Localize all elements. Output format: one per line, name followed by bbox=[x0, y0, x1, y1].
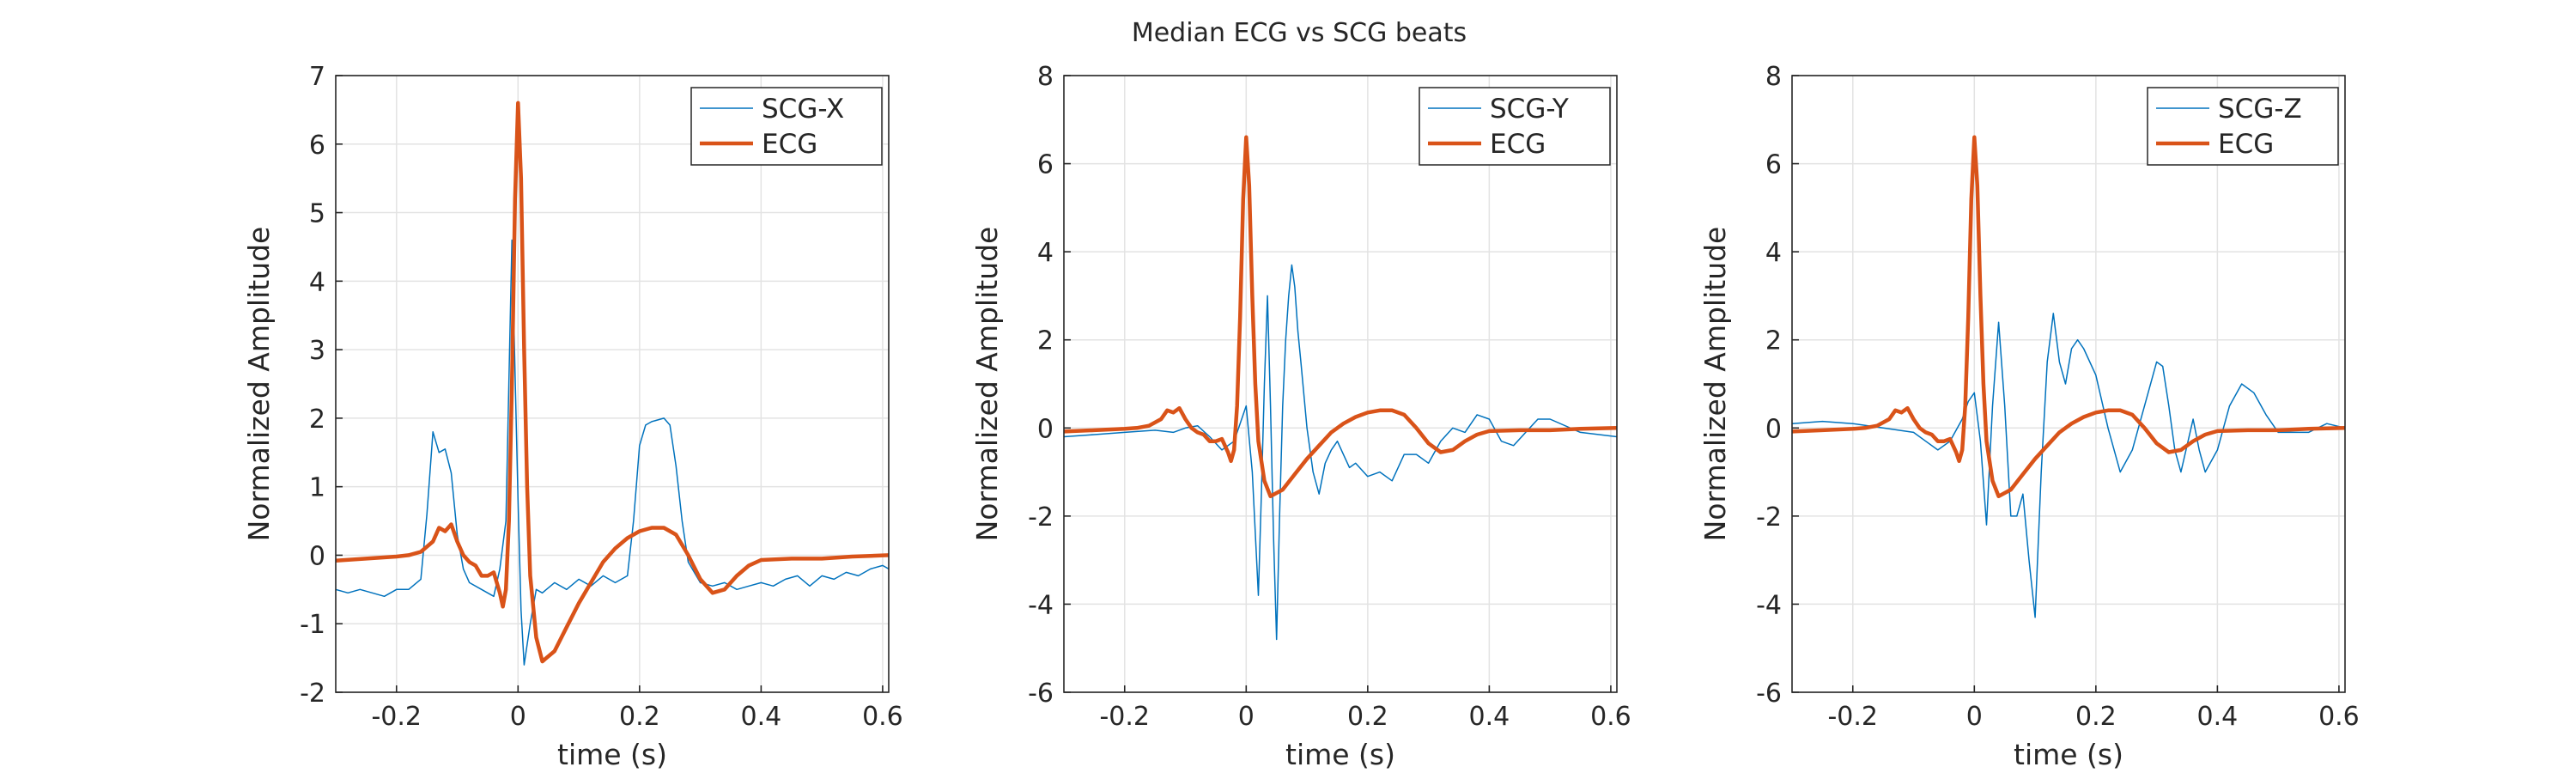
y-tick-label: 7 bbox=[309, 62, 325, 92]
legend-entry: SCG-Y bbox=[1490, 94, 1569, 125]
y-tick-label: 0 bbox=[1037, 414, 1054, 444]
subplot-1: -0.2 0 0.2 0.4 0.6 -2 -1 0 1 2 3 4 5 6 7 time (s) Normal… bbox=[242, 62, 903, 771]
legend-box bbox=[1419, 87, 1611, 166]
y-tick-label: 1 bbox=[309, 473, 325, 503]
y-tick-label: -4 bbox=[1756, 590, 1782, 620]
y-tick-label: -2 bbox=[300, 679, 325, 709]
legend: SCG-Y ECG bbox=[1419, 87, 1611, 166]
x-tick-label: -0.2 bbox=[1099, 702, 1150, 732]
x-tick-label: 0.2 bbox=[1347, 702, 1388, 732]
x-axis-label: time (s) bbox=[2014, 738, 2123, 771]
x-tick-label: 0.2 bbox=[2075, 702, 2117, 732]
axes-box bbox=[1063, 75, 1618, 693]
x-tick-label: 0 bbox=[510, 702, 526, 732]
y-tick-label: 6 bbox=[1037, 150, 1054, 180]
x-tick-label: 0 bbox=[1238, 702, 1255, 732]
figure-title: Median ECG vs SCG beats bbox=[1132, 18, 1467, 48]
y-tick-label: 6 bbox=[309, 131, 325, 161]
y-tick-label: -2 bbox=[1028, 502, 1054, 533]
x-axis-label: time (s) bbox=[557, 738, 667, 771]
legend-entry: SCG-X bbox=[762, 94, 844, 125]
legend: SCG-Z ECG bbox=[2147, 87, 2339, 166]
plot-area bbox=[1064, 76, 1617, 692]
series-group bbox=[1064, 135, 1617, 641]
series-line-ecg bbox=[1792, 135, 2345, 499]
legend-entry: ECG bbox=[1490, 129, 1546, 160]
y-tick-label: 4 bbox=[1037, 238, 1054, 268]
subplot-2: -0.2 0 0.2 0.4 0.6 -6 -4 -2 0 2 4 6 8 time (s) Normali… bbox=[970, 62, 1631, 771]
y-tick-label: -4 bbox=[1028, 590, 1054, 620]
y-tick-label: 8 bbox=[1765, 62, 1782, 92]
legend-entry: ECG bbox=[762, 129, 817, 160]
subplot-grid: -0.2 0 0.2 0.4 0.6 -2 -1 0 1 2 3 4 5 6 7 time (s) Normal… bbox=[242, 62, 2360, 771]
y-tick-label: 6 bbox=[1765, 150, 1782, 180]
series-group bbox=[336, 100, 889, 666]
y-tick-label: -6 bbox=[1028, 679, 1054, 709]
legend-entry: ECG bbox=[2218, 129, 2274, 160]
y-tick-label: 2 bbox=[309, 405, 325, 435]
subplot-3: -0.2 0 0.2 0.4 0.6 -6 -4 -2 0 2 4 6 8 time (s) Normali… bbox=[1698, 62, 2360, 771]
y-tick-label: 8 bbox=[1037, 62, 1054, 92]
x-tick-label: 0 bbox=[1966, 702, 1983, 732]
axes-box bbox=[1791, 75, 2346, 693]
axes-box bbox=[335, 75, 890, 693]
series-line-scg-y bbox=[1064, 264, 1617, 641]
series-group bbox=[1792, 135, 2345, 618]
x-tick-label: 0.6 bbox=[1590, 702, 1631, 732]
y-tick-label: 4 bbox=[309, 267, 325, 297]
x-tick-label: 0.2 bbox=[619, 702, 660, 732]
y-tick-label: 0 bbox=[1765, 414, 1782, 444]
y-tick-label: 0 bbox=[309, 541, 325, 571]
x-tick-label: 0.4 bbox=[741, 702, 782, 732]
y-tick-label: 3 bbox=[309, 336, 325, 366]
x-tick-label: 0.4 bbox=[2197, 702, 2239, 732]
plot-area bbox=[1792, 76, 2345, 692]
x-tick-label: -0.2 bbox=[371, 702, 422, 732]
x-axis-label: time (s) bbox=[1285, 738, 1395, 771]
legend-box bbox=[690, 87, 883, 166]
y-tick-label: -1 bbox=[300, 610, 325, 640]
y-tick-label: 2 bbox=[1037, 326, 1054, 356]
y-axis-label: Normalized Amplitude bbox=[242, 227, 276, 542]
x-tick-label: 0.6 bbox=[2318, 702, 2360, 732]
y-axis-label: Normalized Amplitude bbox=[970, 227, 1004, 542]
y-tick-label: -6 bbox=[1756, 679, 1782, 709]
y-tick-label: 2 bbox=[1765, 326, 1782, 356]
legend-box bbox=[2147, 87, 2339, 166]
y-tick-label: -2 bbox=[1756, 502, 1782, 533]
y-axis-label: Normalized Amplitude bbox=[1698, 227, 1732, 542]
series-line-ecg bbox=[1064, 135, 1617, 499]
legend: SCG-X ECG bbox=[690, 87, 883, 166]
y-tick-label: 4 bbox=[1765, 238, 1782, 268]
x-tick-label: -0.2 bbox=[1827, 702, 1878, 732]
plot-area bbox=[336, 76, 889, 692]
series-line-ecg bbox=[336, 100, 889, 664]
x-tick-label: 0.4 bbox=[1469, 702, 1510, 732]
y-tick-label: 5 bbox=[309, 199, 325, 229]
legend-entry: SCG-Z bbox=[2218, 94, 2302, 125]
x-tick-label: 0.6 bbox=[862, 702, 903, 732]
series-line-scg-x bbox=[336, 239, 889, 666]
